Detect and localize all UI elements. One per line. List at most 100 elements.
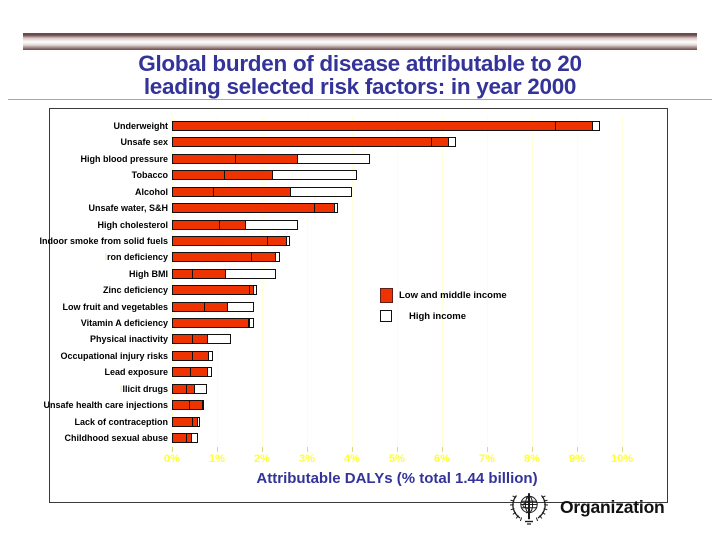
category-label: Unsafe water, S&H [88, 203, 168, 214]
gridline [622, 115, 623, 447]
slide-title-line-1: Global burden of disease attributable to… [138, 51, 582, 76]
axis-tick [487, 447, 488, 452]
axis-tick-label: 9% [569, 453, 585, 465]
bar-segment-divider [192, 351, 194, 360]
bar-row [172, 186, 352, 197]
bar-low-middle-income [172, 301, 229, 312]
category-label: Zinc deficiency [102, 285, 168, 296]
legend-swatch-high-income-icon [380, 310, 392, 322]
axis-tick [442, 447, 443, 452]
bar-row [172, 432, 198, 443]
legend-label-low-middle-income: Low and middle income [399, 289, 507, 301]
bar-segment-divider [313, 204, 315, 213]
bar-row [172, 252, 280, 263]
axis-tick-label: 3% [299, 453, 315, 465]
bar-high-income [208, 350, 214, 361]
gridline [352, 115, 353, 447]
bar-segment-divider [185, 384, 187, 393]
bar-row [172, 170, 357, 181]
bar-segment-divider [203, 302, 205, 311]
bar-low-middle-income [172, 268, 226, 279]
bar-high-income [334, 203, 339, 214]
bar-row [172, 285, 258, 296]
bar-segment-divider [192, 335, 194, 344]
bar-low-middle-income [172, 416, 199, 427]
who-un-emblem-icon [509, 493, 549, 525]
bar-segment-divider [248, 286, 250, 295]
bar-segment-divider [192, 417, 194, 426]
axis-tick [577, 447, 578, 452]
bar-row [172, 121, 600, 131]
bar-high-income [208, 367, 212, 378]
bar-segment-divider [266, 236, 268, 245]
axis-tick-label: 1% [209, 453, 225, 465]
gridline [442, 115, 443, 447]
bar-low-middle-income [172, 203, 335, 214]
slide-title: Global burden of disease attributable to… [0, 51, 720, 99]
legend-row-high-income: High income [380, 308, 507, 324]
bar-row [172, 318, 254, 329]
category-label: Unsafe health care injections [43, 400, 168, 411]
bar-low-middle-income [172, 235, 287, 246]
bar-row [172, 400, 205, 411]
bar-low-middle-income [172, 367, 208, 378]
bar-row [172, 137, 456, 148]
bar-row [172, 268, 276, 279]
bar-segment-divider [223, 171, 225, 180]
axis-tick-label: 7% [479, 453, 495, 465]
axis-tick-label: 6% [434, 453, 450, 465]
axis-tick-label: 2% [254, 453, 270, 465]
gridline [487, 115, 488, 447]
bar-low-middle-income [172, 383, 195, 394]
axis-tick-label: 0% [164, 453, 180, 465]
legend-label-high-income: High income [409, 310, 467, 322]
bar-low-middle-income [172, 334, 208, 345]
category-label: High blood pressure [80, 153, 168, 164]
bar-high-income [273, 170, 357, 181]
category-label: Lack of contraception [74, 416, 168, 427]
bar-high-income [246, 219, 298, 230]
category-label: Low fruit and vegetables [62, 301, 168, 312]
category-label: Unsafe sex [120, 137, 168, 148]
bar-high-income [208, 334, 231, 345]
bar-high-income [298, 153, 370, 164]
slide-title-line-2: leading selected risk factors: in year 2… [143, 73, 577, 99]
legend: Low and middle income High income [380, 287, 507, 329]
bar-low-middle-income [172, 400, 203, 411]
category-label: High BMI [129, 268, 168, 279]
category-label: Vitamin A deficiency [80, 318, 168, 329]
bar-high-income [228, 301, 255, 312]
bar-segment-divider [554, 122, 556, 130]
bar-row [172, 367, 212, 378]
gridline [577, 115, 578, 447]
gridline [307, 115, 308, 447]
title-divider-line [8, 99, 712, 100]
bar-low-middle-income [172, 153, 298, 164]
axis-tick [397, 447, 398, 452]
axis-tick-label: 10% [610, 453, 634, 465]
category-label: Underweight [113, 121, 168, 131]
bar-segment-divider [185, 433, 187, 442]
who-logo-text: Organization [560, 497, 665, 517]
gridline [172, 115, 173, 447]
bar-high-income [286, 235, 291, 246]
bar-row [172, 383, 208, 394]
bar-segment-divider [235, 154, 236, 163]
axis-tick [262, 447, 263, 452]
gridline [397, 115, 398, 447]
bar-segment-divider [192, 269, 194, 278]
axis-tick-label: 4% [344, 453, 360, 465]
bar-high-income [192, 432, 198, 443]
bar-segment-divider [190, 368, 191, 377]
category-label-initial: I [119, 383, 123, 394]
bar-low-middle-income [172, 219, 247, 230]
category-label: Physical inactivity [89, 334, 168, 345]
bar-low-middle-income [172, 137, 449, 148]
bar-high-income [291, 186, 352, 197]
gridline [532, 115, 533, 447]
bar-high-income [202, 400, 205, 411]
bar-segment-divider [189, 401, 191, 410]
